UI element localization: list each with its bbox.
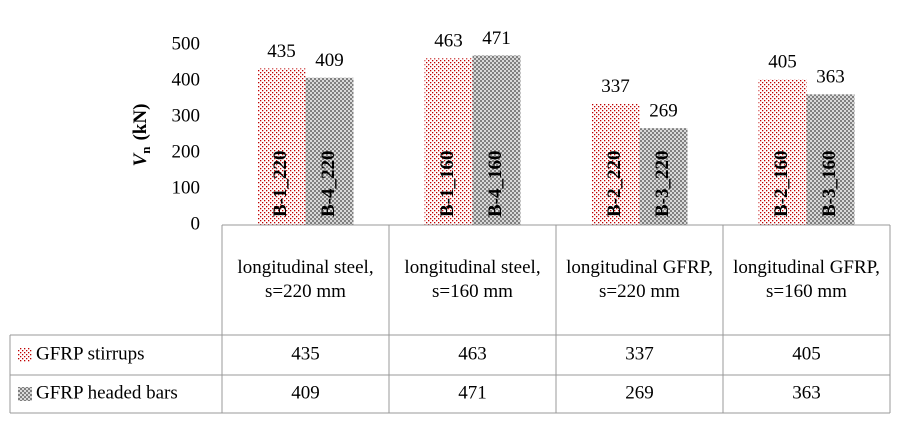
y-axis-unit: (kN) (130, 104, 151, 141)
category-label: longitudinal GFRP, s=160 mm (733, 257, 880, 302)
value-label: 269 (649, 101, 678, 122)
value-label: 463 (434, 31, 463, 52)
y-tick-label: 500 (172, 33, 201, 54)
table-value: 405 (792, 343, 821, 364)
table-value: 363 (792, 382, 821, 403)
table-value: 435 (291, 343, 320, 364)
bar-label: B-4_220 (318, 151, 339, 218)
legend-label: GFRP headed bars (36, 382, 178, 403)
bar-label: B-2_160 (771, 151, 792, 218)
table-value: 463 (458, 343, 487, 364)
bar (424, 58, 473, 225)
y-tick-label: 100 (172, 177, 201, 198)
legend-swatch (18, 348, 32, 362)
bar (758, 79, 807, 225)
bar (305, 77, 354, 225)
value-label: 409 (315, 50, 344, 71)
table-value: 409 (291, 382, 320, 403)
legend-swatch (18, 387, 32, 401)
value-label: 363 (816, 67, 845, 88)
bar (472, 55, 521, 225)
bar (257, 68, 306, 226)
y-tick-label: 0 (191, 213, 201, 234)
table-value: 471 (458, 382, 487, 403)
y-tick-label: 300 (172, 105, 201, 126)
bar-label: B-2_220 (604, 151, 625, 218)
bar (806, 94, 855, 225)
category-label: longitudinal steel, s=220 mm (237, 257, 374, 302)
y-axis-symbol: V (130, 152, 151, 166)
value-label: 405 (768, 52, 797, 73)
value-label: 337 (601, 76, 630, 97)
category-label: longitudinal GFRP, s=220 mm (566, 257, 713, 302)
bar-label: B-1_220 (270, 151, 291, 218)
bar-label: B-1_160 (437, 151, 458, 218)
bar-label: B-3_160 (819, 151, 840, 218)
y-tick-label: 200 (172, 141, 201, 162)
bar (591, 103, 640, 225)
bar-label: B-4_160 (485, 151, 506, 218)
value-label: 471 (482, 28, 511, 49)
y-tick-label: 400 (172, 69, 201, 90)
table-value: 337 (625, 343, 654, 364)
bar-label: B-3_220 (652, 151, 673, 218)
y-axis-title: Vn (kN) (130, 104, 153, 167)
y-axis-subscript: n (138, 146, 153, 154)
legend-label: GFRP stirrups (36, 343, 145, 364)
bar (639, 128, 688, 225)
category-label: longitudinal steel, s=160 mm (404, 257, 541, 302)
value-label: 435 (267, 41, 296, 62)
table-value: 269 (625, 382, 654, 403)
